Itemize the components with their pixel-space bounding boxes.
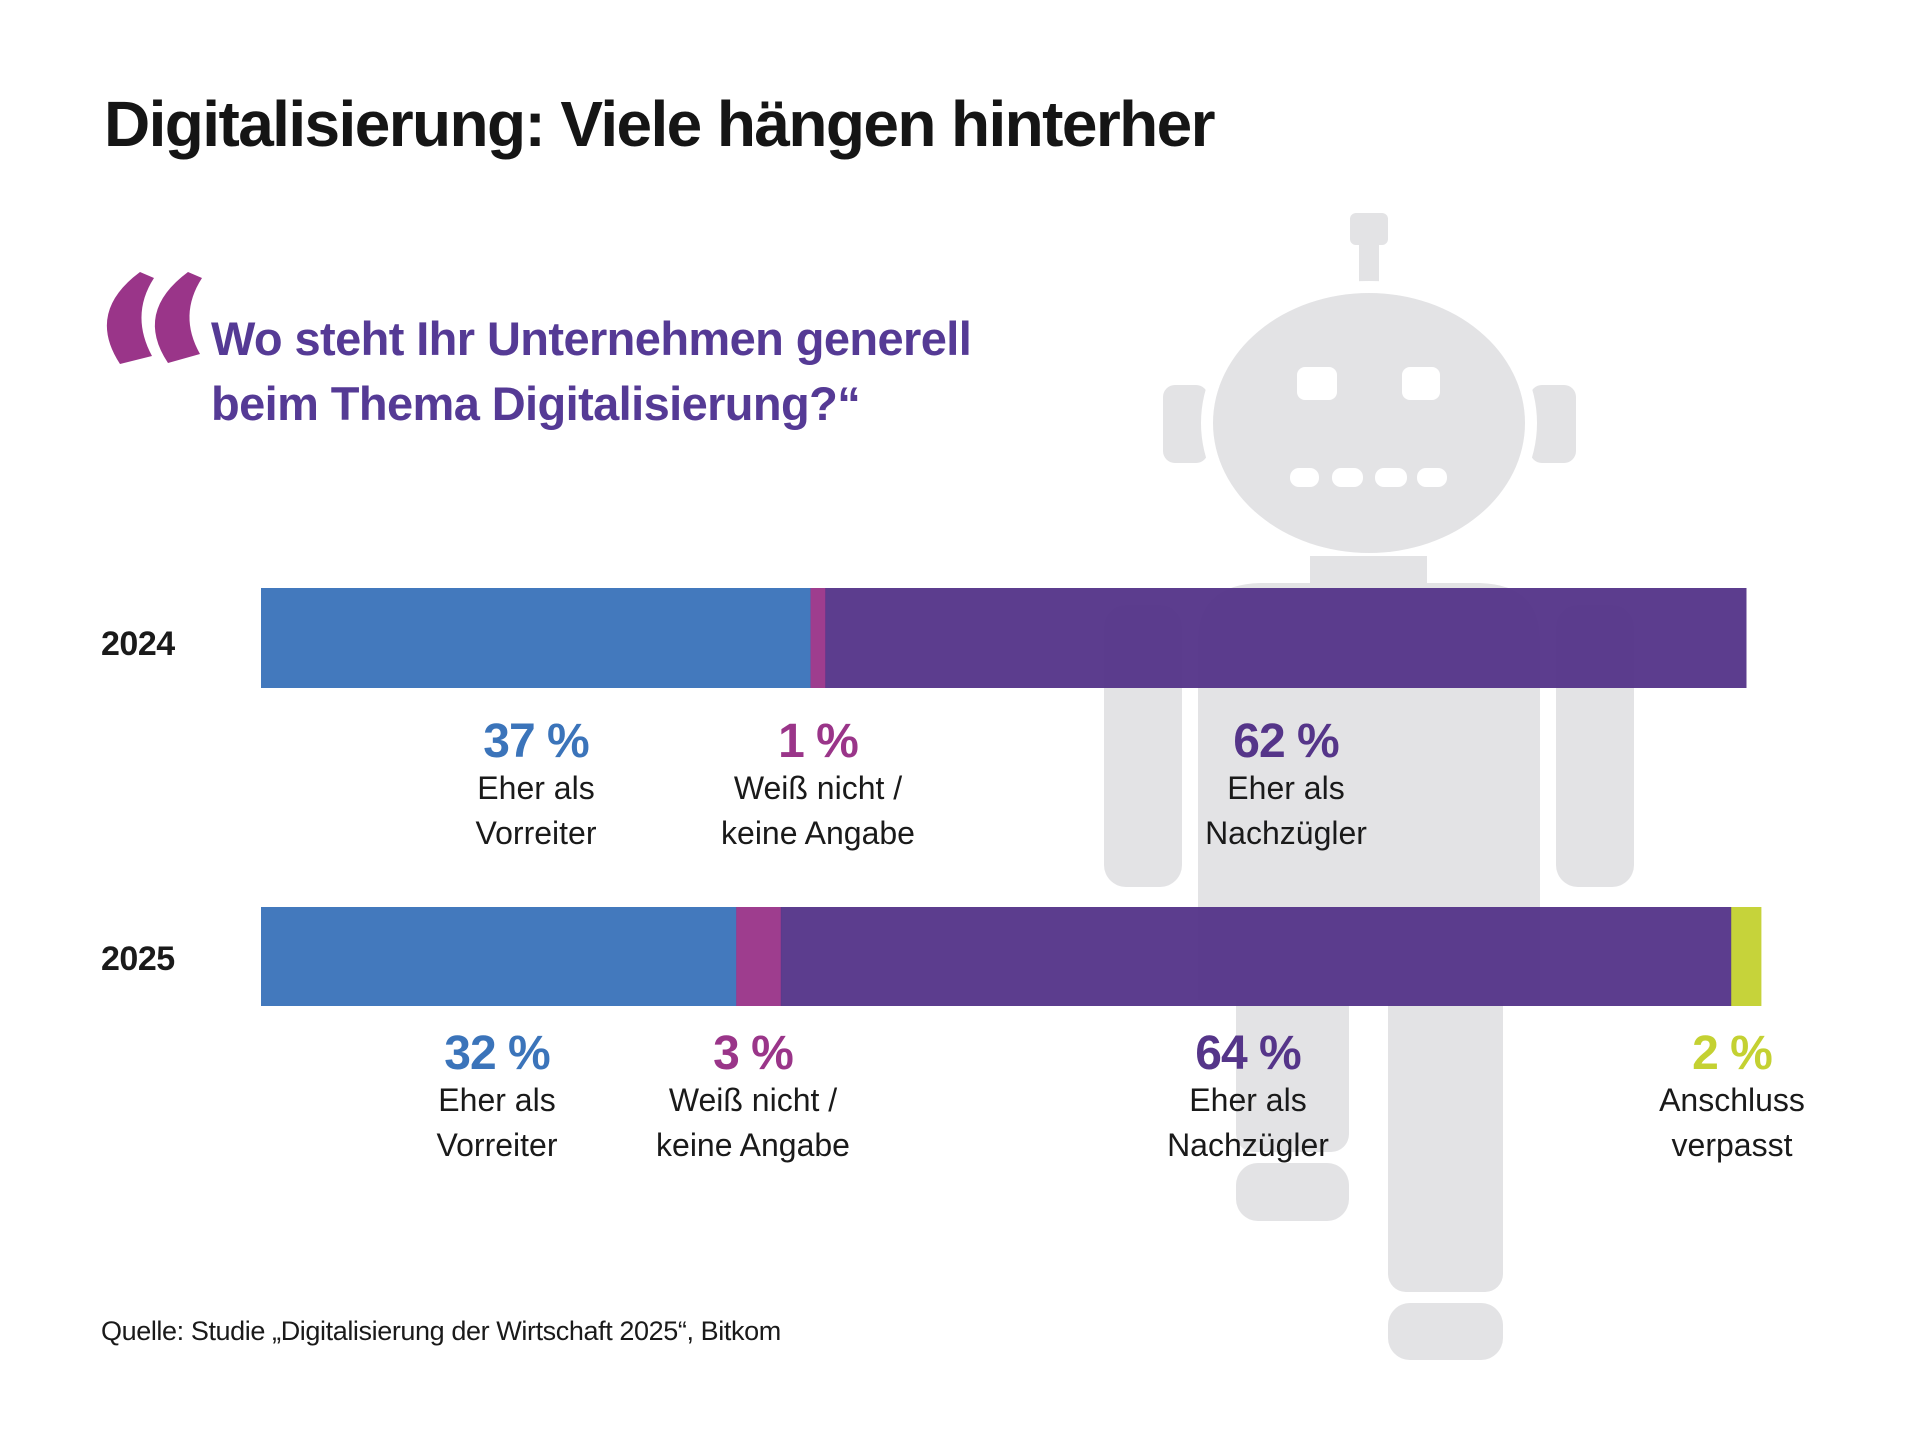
value-label-percent: 32 % [444, 1027, 550, 1080]
robot-antenna-tip [1350, 213, 1388, 245]
bar-segment-vorreiter-2025 [261, 907, 737, 1006]
robot-tooth [1332, 468, 1363, 487]
bar-segment-nachzuegler-2025 [780, 907, 1732, 1006]
value-label-text: Nachzügler [1205, 815, 1367, 851]
robot-foot-left [1236, 1163, 1349, 1221]
value-label-text: Eher als [477, 770, 595, 806]
robot-eye-left [1297, 367, 1337, 400]
chart-title: Digitalisierung: Viele hängen hinterher [104, 88, 1216, 160]
robot-eye-right [1402, 367, 1440, 400]
value-label-text: keine Angabe [721, 815, 915, 851]
bar-segment-weiss_nicht-2024 [810, 588, 826, 688]
value-label-text: Eher als [438, 1082, 556, 1118]
value-label-vorreiter-2025: 32 % Eher als Vorreiter [367, 1030, 627, 1168]
robot-tooth [1290, 468, 1319, 487]
robot-leg-right [1388, 940, 1503, 1292]
robot-foot-right [1388, 1303, 1503, 1360]
bar-2024 [261, 588, 1747, 688]
robot-tooth [1417, 468, 1447, 487]
value-label-text: Eher als [1189, 1082, 1307, 1118]
bar-segment-weiss_nicht-2025 [736, 907, 782, 1006]
category-label-2025: 2025 [101, 940, 175, 978]
robot-ear-right [1530, 385, 1576, 463]
robot-tooth [1375, 468, 1407, 487]
robot-ear-left [1163, 385, 1208, 463]
value-label-percent: 37 % [483, 715, 589, 768]
value-label-text: Eher als [1227, 770, 1345, 806]
value-label-text: Nachzügler [1167, 1127, 1329, 1163]
opening-quote-icon [106, 272, 202, 364]
value-label-text: Vorreiter [475, 815, 597, 851]
value-label-weiss_nicht-2024: 1 % Weiß nicht / keine Angabe [688, 718, 948, 856]
value-label-nachzuegler-2024: 62 % Eher als Nachzügler [1156, 718, 1416, 856]
value-label-weiss_nicht-2025: 3 % Weiß nicht / keine Angabe [623, 1030, 883, 1168]
bar-segment-anschluss-2025 [1731, 907, 1762, 1006]
value-label-text: keine Angabe [656, 1127, 850, 1163]
bar-segment-nachzuegler-2024 [825, 588, 1747, 688]
value-label-text: verpasst [1671, 1127, 1793, 1163]
robot-head [1213, 293, 1525, 553]
value-label-percent: 1 % [778, 715, 859, 768]
value-label-text: Anschluss [1659, 1082, 1805, 1118]
value-label-anschluss-2025: 2 % Anschluss verpasst [1602, 1030, 1862, 1168]
value-label-text: Vorreiter [436, 1127, 558, 1163]
survey-question: Wo steht Ihr Unternehmen generell beim T… [211, 306, 972, 436]
category-label-2024: 2024 [101, 625, 175, 663]
value-label-text: Weiß nicht / [668, 1082, 838, 1118]
bar-2025 [261, 907, 1762, 1006]
survey-question-line-1: Wo steht Ihr Unternehmen generell [211, 312, 972, 365]
source-note: Quelle: Studie „Digitalisierung der Wirt… [101, 1316, 781, 1346]
value-label-nachzuegler-2025: 64 % Eher als Nachzügler [1118, 1030, 1378, 1168]
value-label-percent: 64 % [1195, 1027, 1301, 1080]
value-label-percent: 62 % [1233, 715, 1339, 768]
bar-segment-vorreiter-2024 [261, 588, 811, 688]
survey-question-line-2: beim Thema Digitalisierung?“ [211, 377, 861, 430]
value-label-vorreiter-2024: 37 % Eher als Vorreiter [406, 718, 666, 856]
value-label-percent: 3 % [713, 1027, 794, 1080]
value-label-percent: 2 % [1692, 1027, 1773, 1080]
value-label-text: Weiß nicht / [733, 770, 903, 806]
